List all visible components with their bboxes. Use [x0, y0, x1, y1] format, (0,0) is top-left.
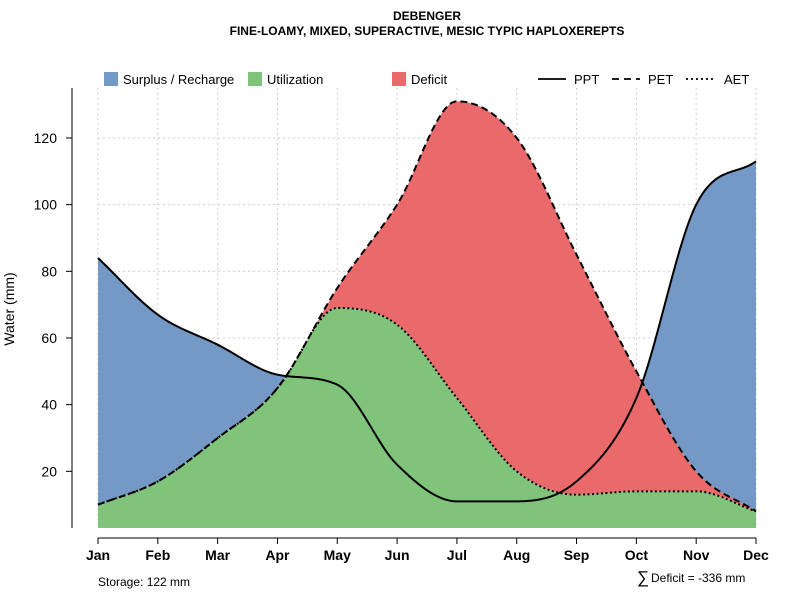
x-tick-label-oct: Oct	[625, 547, 649, 563]
axes: 20 40 60 80 100 120 Jan Feb Mar Apr May Jun Jul Aug Se…	[34, 88, 769, 563]
series-line-aet	[97, 306, 757, 513]
y-tick-label-40: 40	[41, 397, 57, 413]
x-tick-label-nov: Nov	[683, 547, 710, 563]
x-tick-label-jan: Jan	[86, 547, 110, 563]
area-surplus-recharge	[98, 101, 756, 512]
x-tick-label-jun: Jun	[385, 547, 410, 563]
area-utilization	[98, 308, 756, 528]
x-tick-label-sep: Sep	[564, 547, 590, 563]
legend-label-surplus: Surplus / Recharge	[123, 72, 234, 87]
x-tick-label-dec: Dec	[743, 547, 769, 563]
legend-swatch-deficit	[392, 72, 406, 86]
chart-subtitle: FINE-LOAMY, MIXED, SUPERACTIVE, MESIC TY…	[230, 24, 625, 38]
series-line-ppt	[97, 160, 757, 503]
legend-label-pet: PET	[648, 72, 673, 87]
y-tick-label-60: 60	[41, 330, 57, 346]
y-tick-label-120: 120	[34, 130, 58, 146]
y-tick-label-20: 20	[41, 463, 57, 479]
deficit-sum-symbol: ∑	[637, 568, 649, 587]
legend-label-aet: AET	[724, 72, 749, 87]
legend-label-ppt: PPT	[574, 72, 599, 87]
legend-swatch-utilization	[248, 72, 262, 86]
x-tick-label-may: May	[324, 547, 351, 563]
deficit-footnote: Deficit = -336 mm	[651, 571, 745, 585]
legend-label-deficit: Deficit	[411, 72, 448, 87]
legend-label-utilization: Utilization	[267, 72, 323, 87]
x-tick-label-mar: Mar	[205, 547, 230, 563]
y-tick-label-80: 80	[41, 263, 57, 279]
x-tick-label-feb: Feb	[145, 547, 170, 563]
legend-swatch-surplus	[104, 72, 118, 86]
x-tick-label-aug: Aug	[503, 547, 530, 563]
series-lines	[97, 100, 757, 513]
chart-title: DEBENGER	[393, 9, 461, 23]
area-deficit	[98, 101, 756, 512]
y-tick-label-100: 100	[34, 197, 58, 213]
storage-footnote: Storage: 122 mm	[98, 575, 190, 589]
x-tick-label-apr: Apr	[265, 547, 290, 563]
x-tick-label-jul: Jul	[447, 547, 467, 563]
water-balance-areas	[98, 101, 756, 528]
y-axis-label: Water (mm)	[1, 272, 17, 345]
series-line-pet	[97, 100, 757, 513]
legend: Surplus / Recharge Utilization Deficit P…	[104, 72, 749, 87]
